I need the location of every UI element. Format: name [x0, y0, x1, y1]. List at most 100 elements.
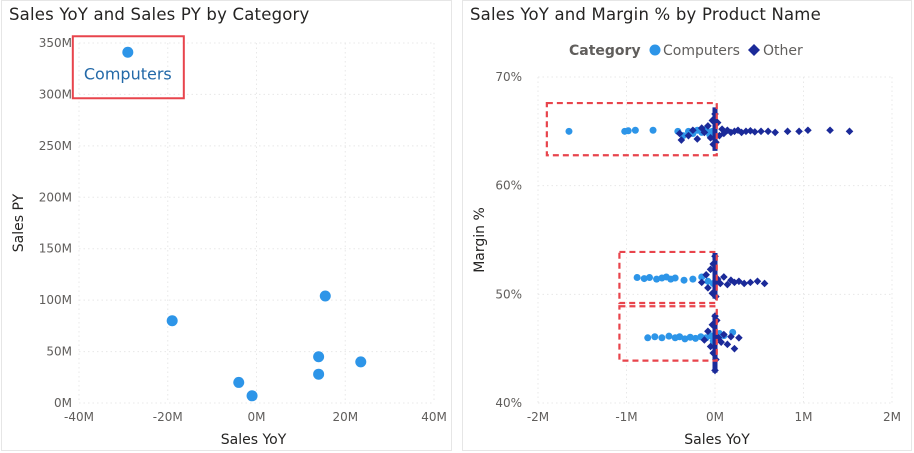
data-point[interactable]	[684, 131, 693, 140]
data-point[interactable]	[697, 278, 706, 287]
data-point[interactable]	[720, 129, 728, 138]
data-point[interactable]	[845, 127, 854, 136]
data-point[interactable]	[757, 127, 765, 136]
data-point[interactable]	[624, 127, 632, 135]
data-point[interactable]	[730, 127, 739, 136]
data-point[interactable]	[319, 290, 331, 302]
chart-panel-category[interactable]: Sales YoY and Sales PY by Category -40M -…	[1, 0, 452, 451]
data-point[interactable]	[742, 127, 750, 136]
chart-panel-product[interactable]: Sales YoY and Margin % by Product Name -…	[462, 0, 912, 451]
data-point[interactable]	[122, 46, 134, 58]
data-point[interactable]	[753, 277, 762, 286]
data-point[interactable]	[676, 333, 684, 341]
data-point[interactable]	[646, 273, 654, 281]
y-tick-label: 50%	[495, 287, 522, 301]
legend-marker-diamond	[748, 44, 760, 56]
data-point[interactable]	[751, 128, 759, 136]
data-point[interactable]	[697, 124, 706, 132]
data-point[interactable]	[716, 279, 725, 288]
data-point[interactable]	[708, 289, 717, 298]
legend-title: Category	[569, 43, 641, 59]
data-point[interactable]	[631, 126, 639, 134]
data-point[interactable]	[730, 278, 739, 287]
legend-item-label: Computers	[663, 43, 740, 59]
highlight-box-dashed	[618, 250, 718, 305]
data-point[interactable]	[735, 334, 743, 342]
data-point[interactable]	[717, 338, 725, 346]
data-point[interactable]	[686, 333, 694, 341]
data-point[interactable]	[740, 279, 749, 288]
data-point[interactable]	[706, 134, 715, 142]
data-point[interactable]	[723, 340, 732, 349]
data-point[interactable]	[771, 128, 779, 137]
data-point[interactable]	[649, 126, 657, 134]
y-tick-label: 200M	[39, 190, 72, 204]
legend-item-label: Other	[763, 43, 803, 59]
data-point[interactable]	[706, 265, 715, 274]
x-tick-label: -20M	[153, 410, 183, 424]
data-point[interactable]	[681, 335, 689, 343]
x-tick-label: 2M	[883, 410, 901, 424]
y-axis-title: Margin %	[472, 207, 488, 273]
data-point[interactable]	[708, 116, 717, 125]
highlight-box	[71, 35, 185, 100]
data-point[interactable]	[671, 274, 679, 282]
data-point[interactable]	[565, 127, 573, 135]
data-point[interactable]	[233, 376, 245, 388]
data-label: Computers	[84, 64, 172, 83]
data-point[interactable]	[708, 320, 717, 329]
data-point[interactable]	[804, 126, 812, 135]
data-point[interactable]	[723, 280, 732, 289]
data-point[interactable]	[826, 126, 834, 135]
data-point[interactable]	[313, 368, 325, 380]
data-point[interactable]	[795, 127, 803, 136]
data-point[interactable]	[651, 333, 659, 341]
data-point[interactable]	[718, 125, 726, 133]
y-tick-label: 100M	[39, 293, 72, 307]
y-tick-label: 0M	[54, 396, 72, 410]
data-point[interactable]	[633, 273, 641, 281]
y-tick-label: 300M	[39, 87, 72, 101]
x-tick-label: 1M	[795, 410, 813, 424]
data-point[interactable]	[246, 390, 258, 402]
data-point[interactable]	[706, 342, 715, 351]
data-point[interactable]	[689, 275, 697, 283]
data-point[interactable]	[702, 270, 710, 279]
data-point[interactable]	[727, 332, 735, 341]
data-point[interactable]	[166, 315, 178, 327]
data-point[interactable]	[764, 127, 772, 136]
data-point[interactable]	[720, 273, 728, 281]
data-point[interactable]	[355, 356, 367, 368]
data-point[interactable]	[675, 129, 684, 138]
data-point[interactable]	[680, 276, 688, 284]
data-point[interactable]	[704, 327, 712, 336]
data-point[interactable]	[640, 275, 648, 283]
x-tick-label: -40M	[64, 410, 94, 424]
data-point[interactable]	[704, 122, 712, 130]
data-point[interactable]	[730, 344, 739, 353]
data-point[interactable]	[665, 332, 673, 340]
scatter-chart-product[interactable]: -2M -1M 0M 1M 2M 40% 50% 60% 70% Sales YoY Margin …	[463, 1, 913, 452]
scatter-chart-category[interactable]: -40M -20M 0M 20M 40M 0M 50M 100M 150M 200M 250M 300…	[2, 1, 453, 452]
x-tick-label: 0M	[248, 410, 266, 424]
y-tick-label: 70%	[495, 70, 522, 84]
data-point[interactable]	[313, 351, 325, 363]
data-point[interactable]	[720, 330, 728, 339]
data-point[interactable]	[658, 334, 666, 342]
chart-title: Sales YoY and Sales PY by Category	[9, 5, 310, 24]
y-axis-title: Sales PY	[11, 193, 27, 252]
y-tick-label: 150M	[39, 242, 72, 256]
data-point[interactable]	[692, 334, 700, 342]
data-point[interactable]	[713, 118, 722, 127]
x-tick-label: 0M	[706, 410, 724, 424]
data-point[interactable]	[783, 127, 792, 136]
data-point[interactable]	[644, 334, 652, 342]
data-point[interactable]	[704, 277, 712, 285]
data-point[interactable]	[760, 279, 769, 288]
data-point[interactable]	[746, 278, 755, 287]
data-point[interactable]	[704, 284, 712, 292]
data-point[interactable]	[693, 135, 702, 143]
x-tick-label: -2M	[527, 410, 549, 424]
data-point[interactable]	[653, 275, 661, 283]
y-tick-label: 50M	[46, 345, 72, 359]
